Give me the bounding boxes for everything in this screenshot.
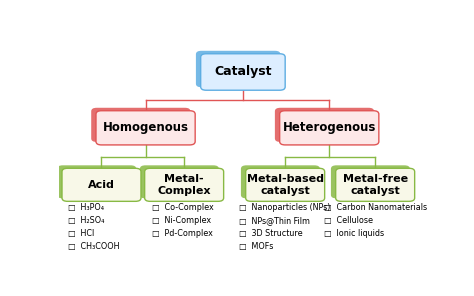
FancyBboxPatch shape [140,165,219,198]
Text: □  H₃PO₄: □ H₃PO₄ [68,203,104,212]
FancyBboxPatch shape [331,165,410,198]
Text: □  Nanoparticles (NPs): □ Nanoparticles (NPs) [239,203,331,212]
FancyBboxPatch shape [280,111,379,145]
Text: □  Co-Complex: □ Co-Complex [152,203,214,212]
FancyBboxPatch shape [246,168,325,201]
Text: □  MOFs: □ MOFs [239,242,273,251]
Text: □  Pd-Complex: □ Pd-Complex [152,229,213,238]
FancyBboxPatch shape [91,108,191,142]
Text: Homogenous: Homogenous [102,121,189,134]
Text: Metal-based
catalyst: Metal-based catalyst [246,174,324,196]
Text: □  3D Structure: □ 3D Structure [239,229,303,238]
Text: □  HCl: □ HCl [68,229,95,238]
FancyBboxPatch shape [57,165,136,198]
Text: □  NPs@Thin Film: □ NPs@Thin Film [239,216,310,225]
FancyBboxPatch shape [241,165,320,198]
FancyBboxPatch shape [275,108,374,142]
Text: Catalyst: Catalyst [214,65,272,78]
FancyBboxPatch shape [196,51,281,87]
Text: □  Ni-Complex: □ Ni-Complex [152,216,211,225]
Text: Acid: Acid [88,180,115,190]
FancyBboxPatch shape [145,168,224,201]
Text: Metal-
Complex: Metal- Complex [157,174,211,196]
FancyBboxPatch shape [336,168,415,201]
Text: □  H₂SO₄: □ H₂SO₄ [68,216,105,225]
Text: □  Cellulose: □ Cellulose [324,216,373,225]
Text: □  Carbon Nanomaterials: □ Carbon Nanomaterials [324,203,427,212]
Text: Metal-free
catalyst: Metal-free catalyst [343,174,408,196]
FancyBboxPatch shape [201,54,285,90]
Text: □  CH₃COOH: □ CH₃COOH [68,242,120,251]
Text: Heterogenous: Heterogenous [283,121,376,134]
FancyBboxPatch shape [96,111,195,145]
FancyBboxPatch shape [62,168,141,201]
Text: □  Ionic liquids: □ Ionic liquids [324,229,384,238]
